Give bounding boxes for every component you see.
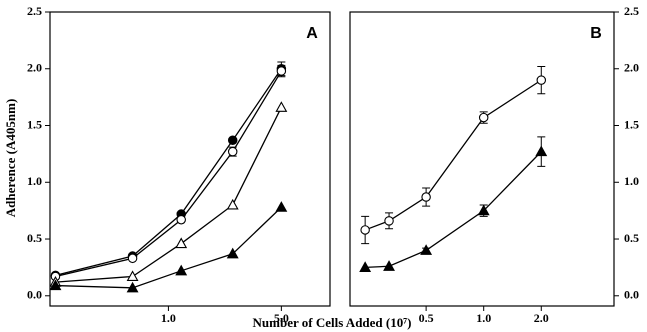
series-line [364, 79, 542, 231]
y-tick-label: 2.0 [27, 61, 42, 75]
y-tick-label: 2.5 [624, 4, 639, 18]
marker [478, 112, 489, 123]
y-tick-label: 0.0 [27, 288, 42, 302]
marker [126, 281, 139, 293]
x-axis-label: Number of Cells Added (10⁷) [253, 315, 412, 330]
y-tick-label: 1.0 [624, 174, 639, 188]
x-tick-label: 1.0 [476, 311, 491, 325]
marker [420, 244, 433, 255]
marker [421, 192, 431, 202]
marker [226, 198, 239, 210]
marker [275, 201, 288, 212]
marker [127, 253, 138, 264]
marker [175, 237, 188, 249]
marker [226, 247, 239, 259]
marker [49, 279, 62, 291]
marker [536, 75, 547, 85]
panel-label: A [306, 25, 318, 42]
x-tick-label: 5.0 [274, 311, 289, 325]
series-line [365, 151, 542, 269]
y-tick-label: 1.5 [624, 117, 639, 131]
marker [535, 145, 548, 157]
y-tick-label: 1.5 [27, 117, 42, 131]
y-tick-label: 2.0 [624, 61, 639, 75]
plot-frame [349, 11, 615, 307]
plot-frame [49, 11, 331, 307]
y-tick-label: 0.5 [624, 231, 639, 245]
x-tick-label: 0.5 [419, 311, 434, 325]
marker [175, 264, 188, 276]
panel-label: B [590, 25, 602, 42]
series-line [55, 68, 282, 276]
series-line [55, 70, 282, 278]
marker [276, 66, 287, 76]
marker [359, 261, 372, 272]
marker [227, 135, 238, 146]
y-tick-label: 0.0 [624, 288, 639, 302]
y-tick-label: 1.0 [27, 174, 42, 188]
x-tick-label: 2.0 [534, 311, 549, 325]
series-line [55, 107, 282, 283]
marker [360, 225, 370, 235]
marker [126, 270, 139, 282]
marker [227, 146, 238, 157]
marker [176, 214, 186, 225]
marker [383, 260, 395, 271]
marker [384, 216, 394, 226]
x-tick-label: 1.0 [161, 311, 176, 325]
y-tick-label: 0.5 [27, 231, 42, 245]
marker [275, 101, 288, 112]
y-axis-label: Adherence (A405nm) [3, 99, 18, 218]
marker [477, 204, 490, 216]
series-line [55, 206, 282, 289]
y-tick-label: 2.5 [27, 4, 42, 18]
